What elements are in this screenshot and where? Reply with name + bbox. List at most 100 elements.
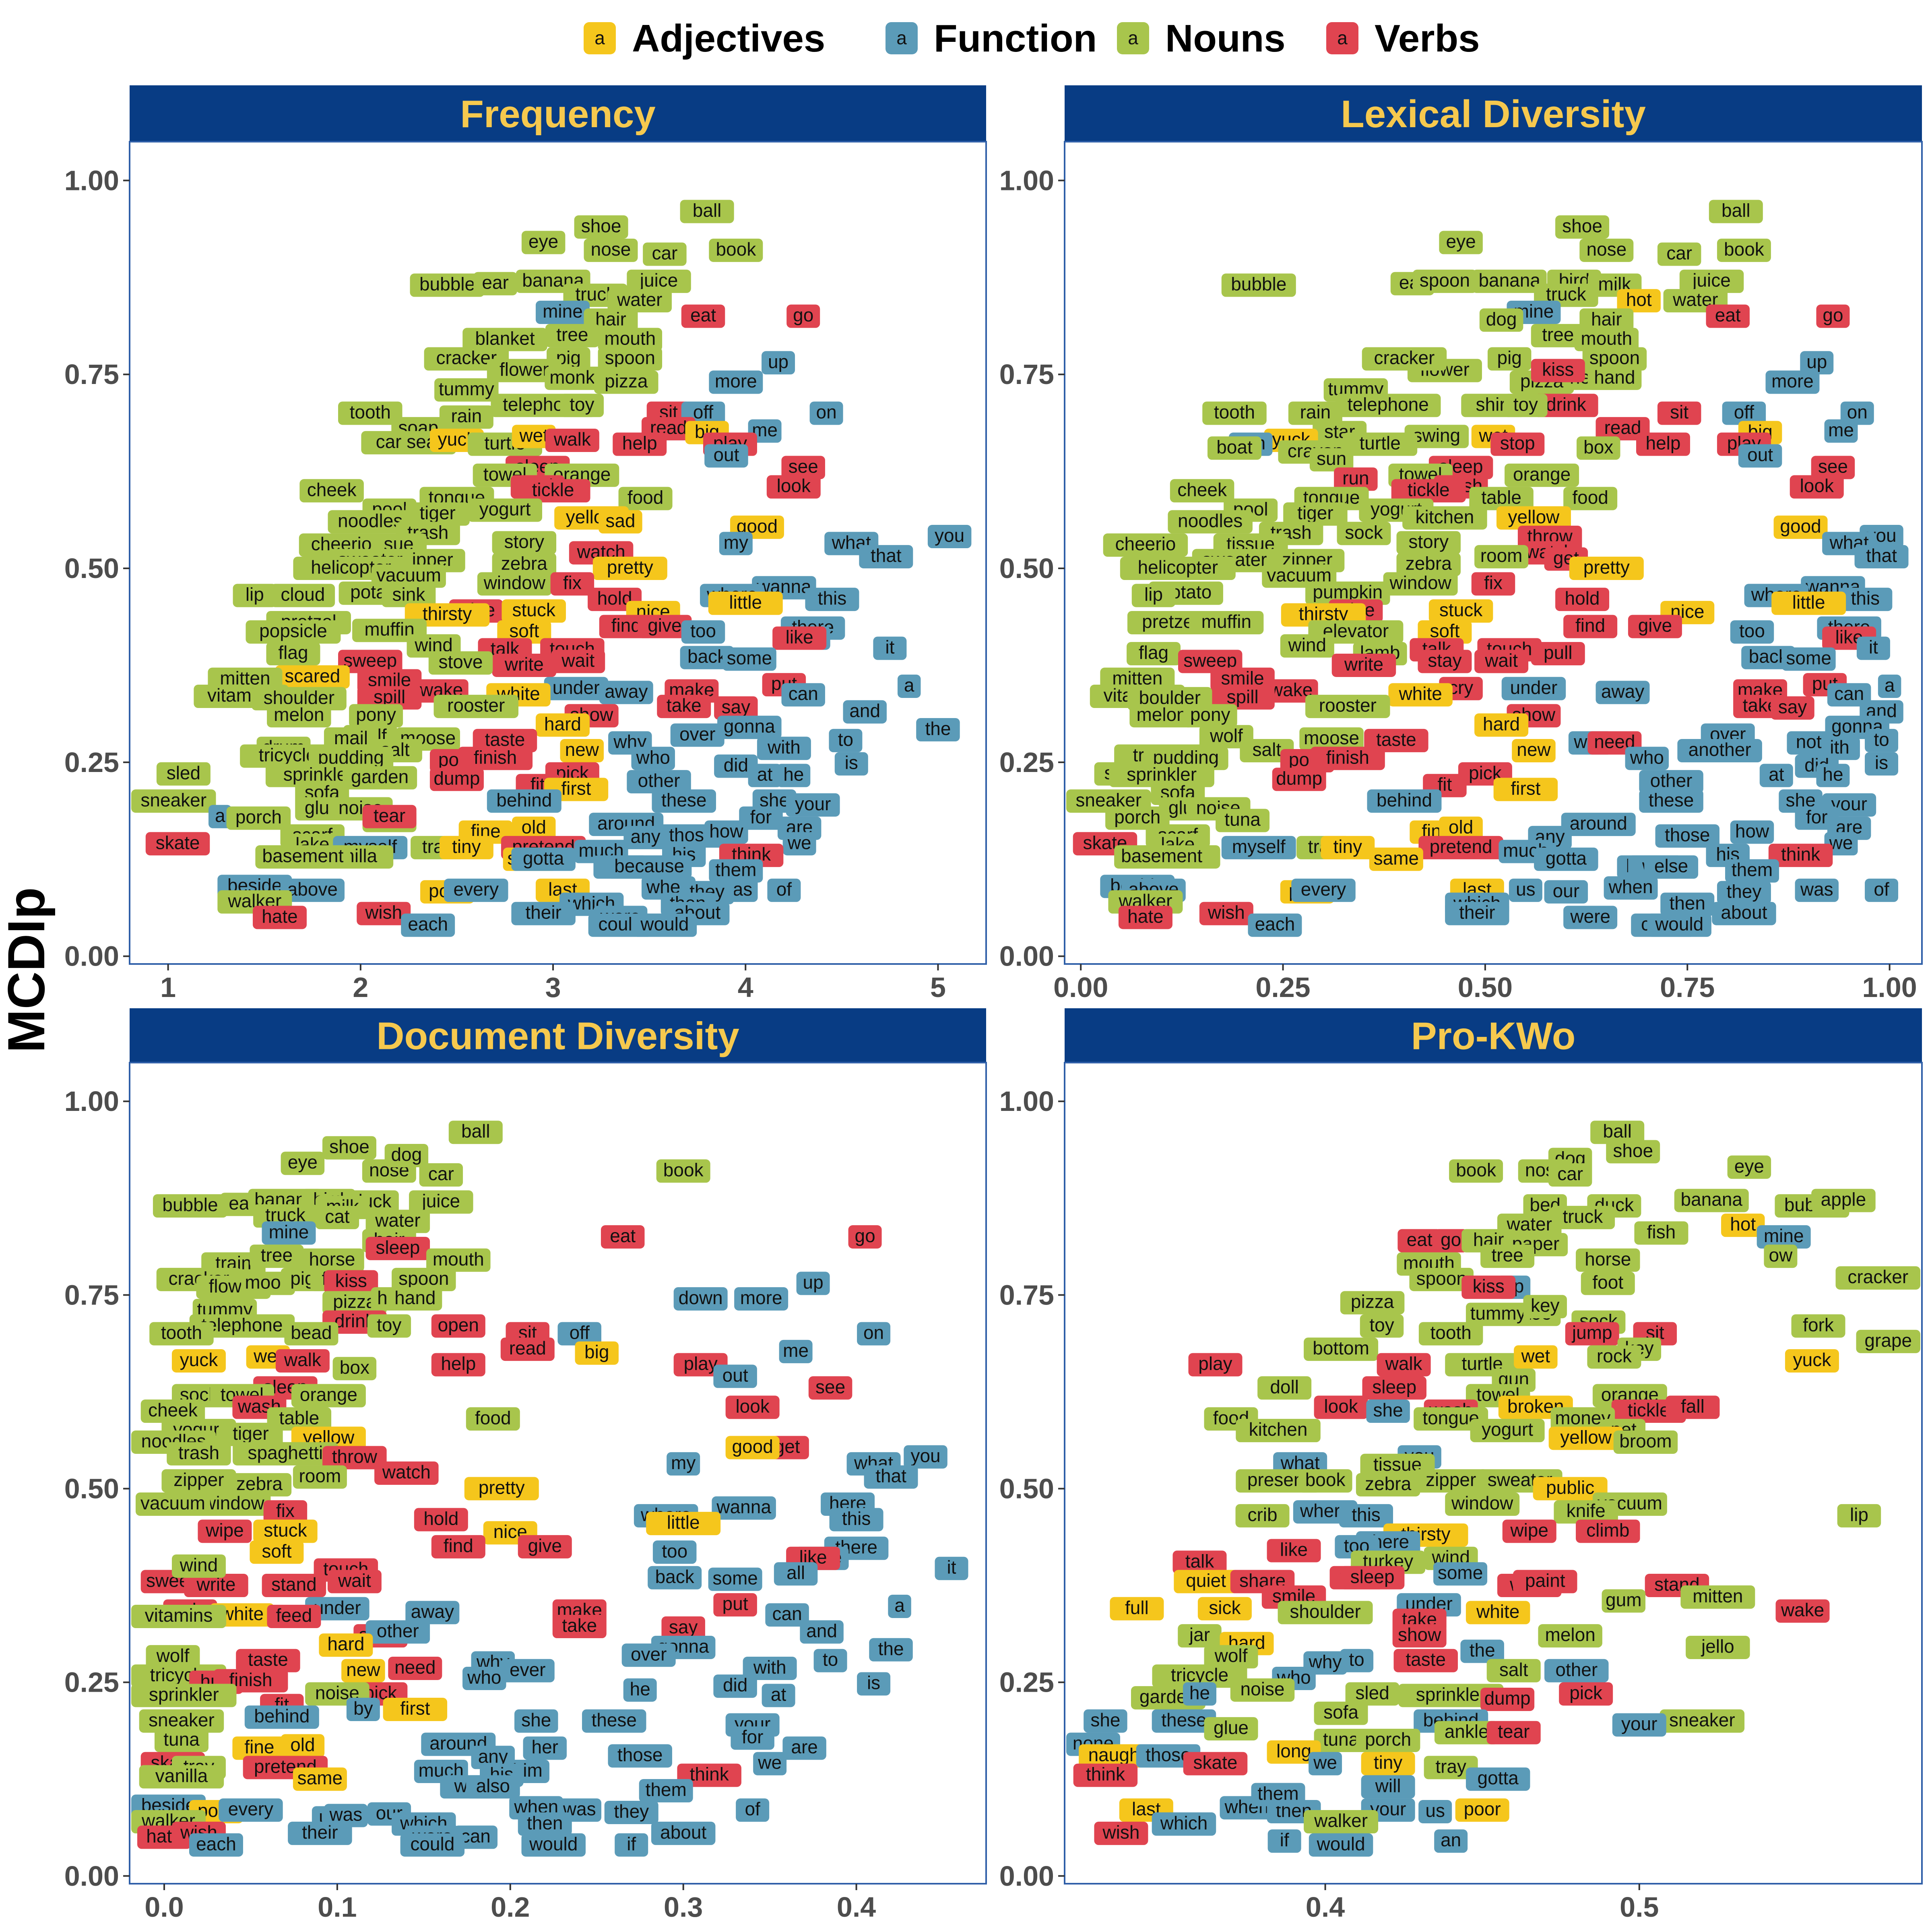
word-label-lip: lip bbox=[1131, 584, 1176, 607]
word-label-text: would bbox=[529, 1833, 578, 1854]
word-label-box bbox=[305, 1597, 369, 1620]
word-label-box bbox=[777, 764, 811, 787]
word-label-box bbox=[233, 1442, 338, 1466]
word-label-box bbox=[419, 1163, 463, 1187]
word-label-box bbox=[1865, 729, 1899, 752]
word-label-text: walker bbox=[1314, 1810, 1368, 1831]
word-label-text: tray bbox=[1435, 1756, 1466, 1777]
word-label-box bbox=[1738, 444, 1782, 468]
word-label-box bbox=[1501, 677, 1566, 700]
word-label-see: see bbox=[781, 456, 825, 479]
word-label-text: poor bbox=[1464, 1798, 1501, 1819]
word-label-text: them bbox=[715, 859, 756, 880]
word-label-text: vanilla bbox=[155, 1765, 208, 1786]
word-label-box bbox=[779, 1340, 813, 1363]
word-label-text: wet bbox=[519, 425, 548, 446]
x-tick-label: 1.00 bbox=[1862, 972, 1917, 1003]
word-label-box bbox=[400, 1833, 465, 1857]
word-label-text: taste bbox=[248, 1649, 288, 1670]
word-label-up: up bbox=[796, 1271, 830, 1295]
word-label-box bbox=[428, 651, 493, 675]
word-label-box bbox=[1856, 1329, 1920, 1353]
word-label-box bbox=[262, 1574, 326, 1598]
word-label-wolf: wolf bbox=[146, 1645, 200, 1669]
word-label-story: story bbox=[1396, 531, 1461, 555]
word-label-first: first bbox=[1493, 778, 1558, 801]
word-label-box bbox=[1800, 351, 1834, 375]
word-label-poor: poor bbox=[1455, 1798, 1509, 1822]
word-label-tickle: tickle bbox=[1391, 479, 1466, 503]
word-label-stuck: stuck bbox=[502, 599, 566, 623]
word-label-fall: fall bbox=[1666, 1395, 1720, 1419]
word-label-box bbox=[392, 1267, 456, 1291]
word-label-text: thirsty bbox=[423, 603, 472, 624]
word-label-box bbox=[584, 238, 638, 262]
word-label-they: they bbox=[604, 1800, 658, 1824]
word-label-text: foot bbox=[1592, 1271, 1623, 1292]
word-label-box bbox=[1094, 1821, 1148, 1845]
word-label-text: we bbox=[787, 832, 811, 853]
word-label-them: them bbox=[1251, 1783, 1305, 1806]
word-label-text: more bbox=[740, 1287, 782, 1308]
word-label-hate: hate bbox=[252, 906, 307, 929]
word-label-box bbox=[131, 789, 216, 813]
word-label-text: dog bbox=[1486, 308, 1517, 329]
word-label-text: dump bbox=[1484, 1688, 1531, 1709]
word-label-crib: crib bbox=[1235, 1504, 1290, 1527]
word-label-helicopter: helicopter bbox=[1120, 557, 1236, 580]
word-label-box bbox=[1466, 1601, 1530, 1624]
word-label-text: window bbox=[1389, 572, 1451, 593]
word-label-off: off bbox=[557, 1322, 601, 1346]
word-label-text: for bbox=[750, 807, 772, 828]
word-label-box bbox=[869, 1638, 913, 1662]
word-label-box bbox=[426, 1248, 491, 1272]
word-label-box bbox=[1727, 1155, 1771, 1179]
facet-title: Pro-KWo bbox=[1411, 1015, 1576, 1058]
word-label-put: put bbox=[713, 1593, 757, 1617]
word-label-sink: sink bbox=[382, 584, 436, 607]
word-label-wet: wet bbox=[512, 425, 556, 448]
word-label-box bbox=[888, 1595, 911, 1618]
word-label-box bbox=[433, 695, 519, 718]
word-label-box bbox=[384, 1144, 429, 1167]
legend-item-function: a Function bbox=[886, 17, 1097, 60]
word-label-box bbox=[1582, 347, 1647, 371]
word-label-box bbox=[280, 878, 345, 902]
word-label-box bbox=[1466, 1302, 1530, 1326]
word-label-box bbox=[1264, 679, 1318, 703]
word-label-text: salt bbox=[1499, 1659, 1528, 1680]
word-label-box bbox=[1367, 789, 1442, 813]
word-label-all: all bbox=[774, 1562, 818, 1586]
word-label-text: can bbox=[772, 1603, 802, 1624]
word-label-box bbox=[1314, 1701, 1368, 1725]
word-label-orange: orange bbox=[1505, 463, 1579, 487]
word-label-box bbox=[623, 1678, 657, 1702]
word-label-text: basement bbox=[1121, 845, 1202, 866]
word-label-text: would bbox=[1316, 1833, 1365, 1854]
word-label-text: skate bbox=[1193, 1752, 1238, 1773]
y-tick-label: 1.00 bbox=[64, 1086, 119, 1117]
word-label-wolf: wolf bbox=[1199, 725, 1253, 749]
word-label-box bbox=[1854, 545, 1909, 569]
word-label-text: toy bbox=[1369, 1314, 1394, 1335]
word-label-box bbox=[680, 646, 734, 669]
word-label-box bbox=[1168, 510, 1253, 534]
word-label-text: stuck bbox=[512, 599, 556, 620]
word-label-them: them bbox=[709, 859, 763, 883]
word-label-skate: skate bbox=[1183, 1752, 1248, 1775]
word-label-shoulder: shoulder bbox=[1278, 1601, 1373, 1624]
y-tick-label: 0.00 bbox=[999, 1860, 1054, 1892]
word-label-box bbox=[904, 1445, 947, 1469]
word-label-zipper: zipper bbox=[161, 1469, 236, 1493]
word-label-box bbox=[656, 1159, 710, 1183]
word-label-look: look bbox=[1790, 475, 1844, 499]
word-label-box bbox=[781, 683, 825, 707]
word-label-cloud: cloud bbox=[270, 584, 335, 607]
word-label-text: them bbox=[646, 1779, 687, 1800]
word-label-fix: fix bbox=[1471, 572, 1515, 596]
word-label-text: with bbox=[753, 1657, 786, 1678]
word-label-me: me bbox=[779, 1340, 813, 1363]
word-label-text: some bbox=[712, 1568, 758, 1589]
